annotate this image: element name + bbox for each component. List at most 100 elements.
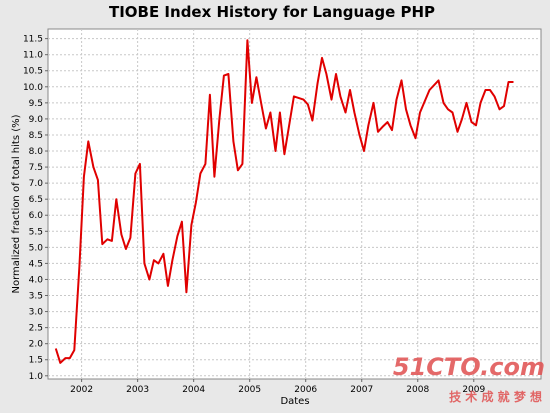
- data-point: [241, 163, 243, 165]
- data-point: [190, 224, 192, 226]
- data-point: [97, 179, 99, 181]
- x-tick-label: 2004: [182, 385, 205, 395]
- data-point: [143, 262, 145, 264]
- data-point: [335, 73, 337, 75]
- data-point: [101, 243, 103, 245]
- data-point: [438, 79, 440, 81]
- y-tick-label: 9.5: [29, 99, 43, 109]
- data-point: [185, 291, 187, 293]
- data-point: [275, 150, 277, 152]
- data-point: [237, 169, 239, 171]
- chart-title: TIOBE Index History for Language PHP: [109, 3, 435, 21]
- data-point: [429, 89, 431, 91]
- data-point: [115, 198, 117, 200]
- data-point: [331, 99, 333, 101]
- data-point: [157, 262, 159, 264]
- data-point: [489, 89, 491, 91]
- data-point: [494, 95, 496, 97]
- y-tick-label: 6.5: [29, 195, 43, 205]
- data-point: [129, 237, 131, 239]
- data-point: [125, 248, 127, 250]
- y-tick-label: 1.5: [29, 356, 43, 366]
- data-point: [83, 176, 85, 178]
- y-tick-label: 4.5: [29, 259, 43, 269]
- y-tick-label: 4.0: [29, 275, 44, 285]
- data-point: [78, 266, 80, 268]
- y-tick-label: 10.0: [23, 83, 43, 93]
- data-point: [508, 81, 510, 83]
- y-tick-label: 2.5: [29, 324, 43, 334]
- x-axis-label: Dates: [280, 396, 309, 407]
- data-point: [148, 279, 150, 281]
- watermark-logo: 51CTO.com 技 术 成 就 梦 想: [393, 353, 545, 404]
- data-point: [349, 89, 351, 91]
- plot-area: [47, 28, 542, 380]
- data-point: [345, 112, 347, 114]
- data-point: [181, 221, 183, 223]
- data-point: [401, 79, 403, 81]
- y-tick-label: 6.0: [29, 211, 44, 221]
- data-point: [513, 81, 515, 83]
- data-point: [176, 235, 178, 237]
- data-point: [232, 140, 234, 142]
- data-point: [461, 118, 463, 120]
- x-axis-ticks: 2002 2003 2004 2005 2006 2007 2008 2009: [70, 379, 485, 395]
- x-tick-label: 2009: [462, 385, 485, 395]
- y-tick-label: 7.0: [29, 179, 44, 189]
- data-point: [382, 126, 384, 128]
- y-tick-label: 3.5: [29, 292, 43, 302]
- data-point: [87, 140, 89, 142]
- data-point: [325, 73, 327, 75]
- data-point: [415, 137, 417, 139]
- data-point: [260, 104, 262, 106]
- data-point: [204, 163, 206, 165]
- y-tick-label: 8.0: [29, 147, 44, 157]
- y-tick-label: 3.0: [29, 308, 44, 318]
- data-point: [269, 112, 271, 114]
- x-tick-label: 2003: [126, 385, 149, 395]
- data-point: [293, 95, 295, 97]
- x-tick-label: 2006: [294, 385, 317, 395]
- x-tick-label: 2005: [238, 385, 261, 395]
- data-point: [303, 99, 305, 101]
- y-tick-label: 8.5: [29, 131, 43, 141]
- data-point: [367, 124, 369, 126]
- y-tick-label: 5.5: [29, 227, 43, 237]
- data-point: [363, 150, 365, 152]
- data-point: [311, 120, 313, 122]
- data-point: [391, 129, 393, 131]
- y-tick-label: 11.5: [23, 35, 43, 45]
- data-point: [162, 253, 164, 255]
- data-point: [218, 118, 220, 120]
- y-axis-label: Normalized fraction of total hits (%): [11, 114, 22, 293]
- y-tick-label: 11.0: [23, 51, 43, 61]
- y-tick-label: 5.0: [29, 243, 44, 253]
- data-point: [447, 108, 449, 110]
- data-point: [106, 238, 108, 240]
- data-point: [55, 348, 57, 350]
- y-tick-label: 9.0: [29, 115, 44, 125]
- data-point: [485, 89, 487, 91]
- data-point: [480, 102, 482, 104]
- data-point: [503, 105, 505, 107]
- data-point: [396, 99, 398, 101]
- watermark-brand: 51CTO.com: [393, 353, 545, 381]
- series-layer: [54, 39, 515, 364]
- data-point: [111, 240, 113, 242]
- y-tick-label: 10.5: [23, 67, 43, 77]
- y-axis-ticks: 1.0 1.5 2.0 2.5 3.0 3.5 4.0 4.5 5.0 5.5 6.0 6.5 7.0 7…: [23, 35, 48, 382]
- data-point: [307, 104, 309, 106]
- data-point: [471, 121, 473, 123]
- data-point: [419, 112, 421, 114]
- data-point: [92, 166, 94, 168]
- data-point: [443, 102, 445, 104]
- data-point: [499, 108, 501, 110]
- data-point: [199, 173, 201, 175]
- data-point: [466, 102, 468, 104]
- data-point: [153, 259, 155, 261]
- data-point: [405, 108, 407, 110]
- data-point: [452, 112, 454, 114]
- y-tick-label: 2.0: [29, 340, 44, 350]
- data-point: [195, 201, 197, 203]
